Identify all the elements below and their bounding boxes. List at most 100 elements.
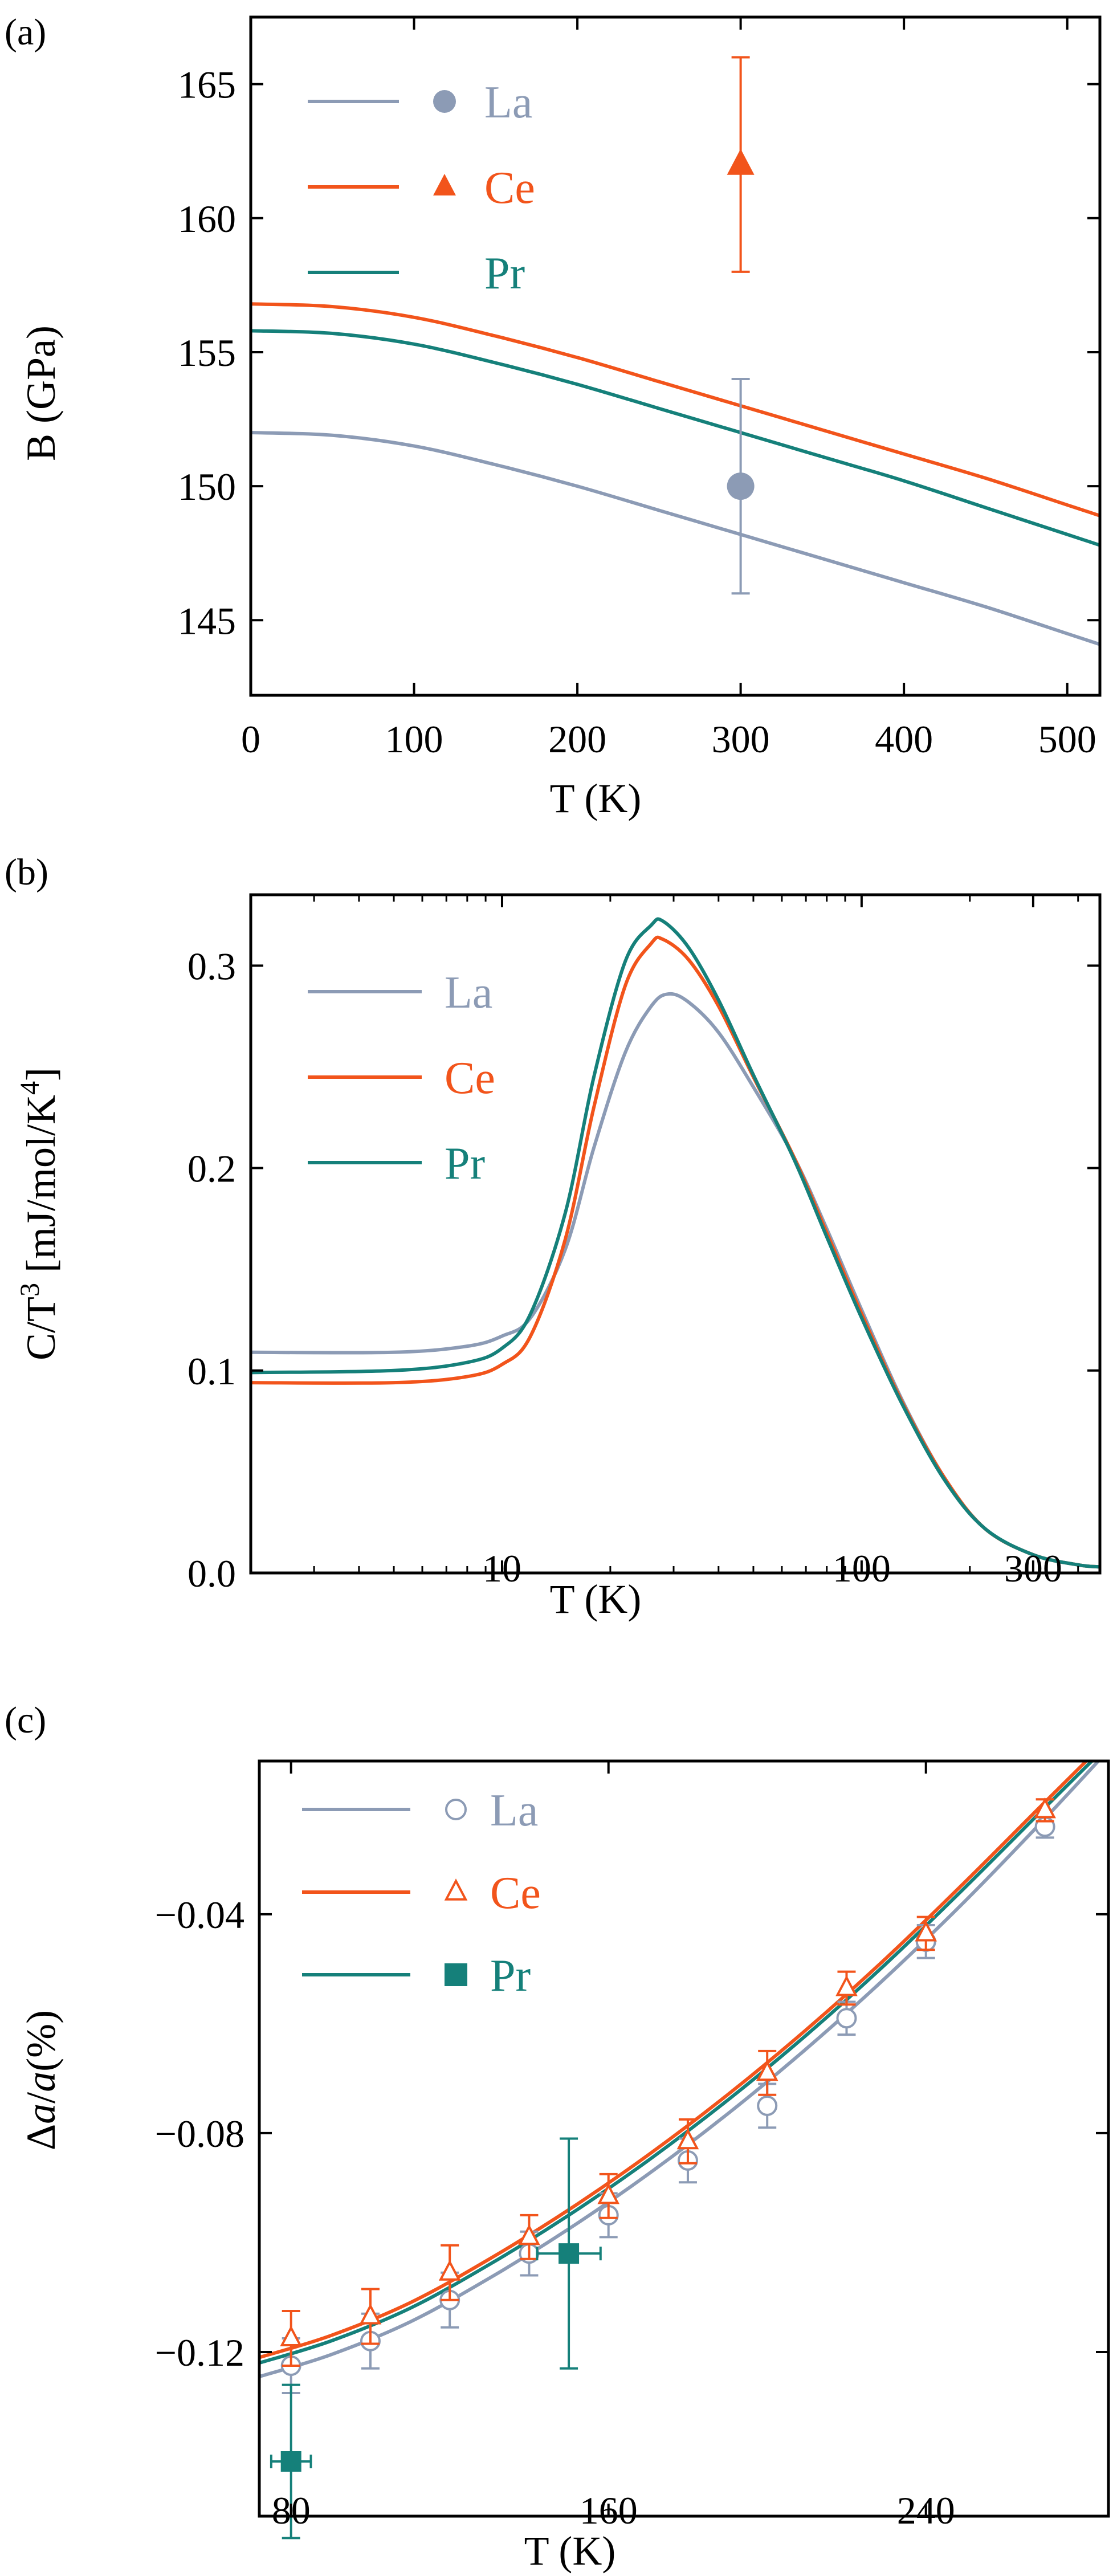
data-point-ce [727, 149, 755, 175]
series-line-pr [251, 329, 1100, 547]
legend-marker-ce [444, 1878, 468, 1901]
y-tick-label: 155 [178, 331, 236, 374]
series-line-ce [251, 935, 1100, 1569]
panel-c-legend: La Ce Pr [302, 1786, 541, 2001]
panel-b-label: (b) [5, 851, 48, 893]
series-line-ce [251, 302, 1100, 517]
series-line-la [251, 992, 1100, 1569]
series-line-pr [259, 1761, 1095, 2365]
y-tick-label: 150 [178, 465, 236, 508]
panel-c-xlabel: T (K) [524, 2528, 616, 2574]
series-line-ce [259, 1761, 1089, 2359]
y-tick-label: 0.3 [187, 944, 236, 988]
x-tick-label: 0 [241, 718, 260, 761]
panel-b: (b) T (K) C/T3 [mJ/mol/K4] La Ce Pr 10 100 3… [5, 851, 1102, 1622]
panel-a-legend: La Ce Pr [308, 78, 535, 299]
data-point-ce [438, 2260, 461, 2281]
y-tick-label: −0.12 [155, 2331, 244, 2374]
data-point-ce [1034, 1797, 1056, 1819]
panel-a-ylabel: B (GPa) [18, 325, 64, 461]
data-point-ce [676, 2128, 699, 2150]
x-tick-label: 300 [712, 718, 770, 761]
panel-b-ylabel-close: ] [18, 1067, 64, 1081]
panel-a: (a) T (K) B (GPa) La Ce Pr 0 100 200 300 400 50… [5, 11, 1102, 821]
panel-c-frame [258, 1759, 1110, 2518]
x-tick-label: 100 [385, 718, 443, 761]
legend-marker-ce [433, 174, 456, 195]
legend-label-la: La [484, 78, 532, 128]
x-tick-label: 200 [548, 718, 606, 761]
y-tick-label: 0.2 [187, 1147, 236, 1191]
x-tick-label: 400 [875, 718, 933, 761]
panel-a-xlabel: T (K) [550, 776, 642, 821]
x-tick-label: 10 [483, 1547, 521, 1590]
data-point-pr [558, 2243, 580, 2264]
panel-b-ylabel-sup: 3 [15, 1283, 45, 1297]
data-point-ce [756, 2060, 778, 2081]
legend-label-la: La [445, 968, 492, 1018]
y-tick-label: 145 [178, 599, 236, 642]
legend-label-ce: Ce [445, 1053, 495, 1103]
y-tick-label: 0.1 [187, 1350, 236, 1393]
x-tick-label: 160 [580, 2489, 638, 2532]
panel-c-plot [259, 1761, 1101, 2540]
data-point-ce [597, 2183, 620, 2204]
data-point-ce [835, 1975, 858, 1996]
panel-a-label: (a) [5, 11, 46, 53]
legend-label-la: La [490, 1786, 538, 1836]
legend-label-ce: Ce [490, 1868, 541, 1918]
data-point-ce [915, 1920, 937, 1942]
panel-a-plot [251, 56, 1100, 646]
x-tick-label: 500 [1038, 718, 1096, 761]
legend-label-pr: Pr [484, 248, 525, 299]
panel-a-ticks: 0 100 200 300 400 500 145 150 155 160 165 [178, 17, 1100, 761]
y-tick-label: −0.04 [155, 1893, 244, 1937]
panel-c-ylabel-slash: / [18, 2092, 64, 2104]
panel-c-ylabel-delta: Δ [18, 2124, 64, 2150]
panel-c-experiment [270, 1797, 1056, 2540]
panel-a-frame [249, 15, 1102, 697]
panel-c-ylabel-a1: a [18, 2104, 64, 2124]
y-tick-label: 165 [178, 63, 236, 107]
data-point-ce [359, 2303, 382, 2325]
panel-c-ylabel-unit: (%) [18, 2010, 64, 2072]
panel-a-experiment [727, 56, 755, 595]
panel-b-xlabel: T (K) [550, 1576, 642, 1622]
data-point-la [727, 472, 755, 500]
panel-a-series [251, 302, 1100, 646]
data-point-ce [518, 2224, 540, 2245]
panel-c-ylabel: Δa/a(%) [18, 2010, 64, 2150]
panel-c-series [259, 1761, 1101, 2379]
panel-b-ylabel-unit-sup: 4 [15, 1081, 45, 1095]
x-tick-label: 80 [272, 2489, 311, 2532]
legend-marker-la [445, 1799, 467, 1820]
data-point-ce [280, 2325, 303, 2346]
legend-marker-pr [445, 1963, 467, 1986]
panel-b-series [251, 917, 1100, 1569]
data-point-pr [280, 2451, 301, 2472]
legend-marker-la [433, 90, 456, 113]
data-point-la [836, 2008, 857, 2029]
panel-b-frame [249, 893, 1102, 1575]
series-line-la [251, 431, 1100, 646]
data-point-la [757, 2095, 778, 2116]
legend-label-pr: Pr [445, 1139, 485, 1189]
panel-c-label: (c) [5, 1699, 46, 1741]
y-tick-label: −0.08 [155, 2112, 244, 2155]
panel-b-ylabel-unit: [mJ/mol/K [18, 1095, 64, 1283]
y-tick-label: 0.0 [187, 1552, 236, 1595]
panel-b-ylabel-main: C/T [18, 1297, 64, 1360]
panel-b-legend: La Ce Pr [308, 968, 495, 1189]
panel-b-ylabel: C/T3 [mJ/mol/K4] [15, 1067, 64, 1360]
y-tick-label: 160 [178, 197, 236, 241]
x-tick-label: 240 [897, 2489, 955, 2532]
legend-label-pr: Pr [490, 1951, 531, 2001]
panel-c-ylabel-a2: a [18, 2072, 64, 2092]
series-line-pr [251, 917, 1100, 1569]
x-tick-label: 100 [833, 1547, 891, 1590]
series-line-la [259, 1761, 1101, 2379]
panel-b-plot [251, 917, 1100, 1569]
